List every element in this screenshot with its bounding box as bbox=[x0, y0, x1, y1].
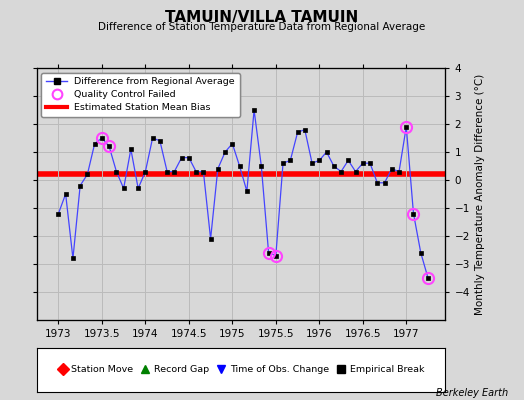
Y-axis label: Monthly Temperature Anomaly Difference (°C): Monthly Temperature Anomaly Difference (… bbox=[475, 73, 485, 315]
Legend: Difference from Regional Average, Quality Control Failed, Estimated Station Mean: Difference from Regional Average, Qualit… bbox=[41, 73, 240, 117]
Text: Berkeley Earth: Berkeley Earth bbox=[436, 388, 508, 398]
Text: Difference of Station Temperature Data from Regional Average: Difference of Station Temperature Data f… bbox=[99, 22, 425, 32]
Text: TAMUIN/VILLA TAMUIN: TAMUIN/VILLA TAMUIN bbox=[166, 10, 358, 25]
Legend: Station Move, Record Gap, Time of Obs. Change, Empirical Break: Station Move, Record Gap, Time of Obs. C… bbox=[55, 363, 427, 377]
